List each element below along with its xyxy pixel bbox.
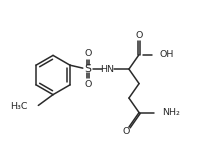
Text: OH: OH	[160, 50, 174, 59]
Text: O: O	[84, 80, 91, 89]
Text: H₃C: H₃C	[10, 102, 27, 111]
Text: NH₂: NH₂	[163, 108, 181, 117]
Text: O: O	[135, 32, 143, 40]
Text: S: S	[84, 64, 91, 74]
Text: HN: HN	[100, 65, 114, 74]
Text: O: O	[122, 127, 130, 136]
Text: O: O	[84, 49, 91, 58]
